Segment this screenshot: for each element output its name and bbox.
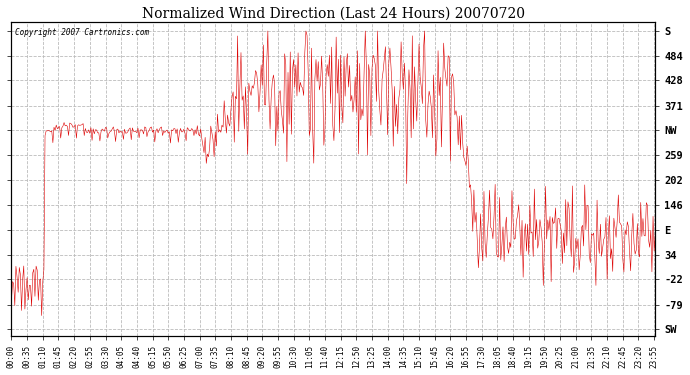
Text: Copyright 2007 Cartronics.com: Copyright 2007 Cartronics.com [14, 28, 149, 38]
Title: Normalized Wind Direction (Last 24 Hours) 20070720: Normalized Wind Direction (Last 24 Hours… [142, 7, 525, 21]
